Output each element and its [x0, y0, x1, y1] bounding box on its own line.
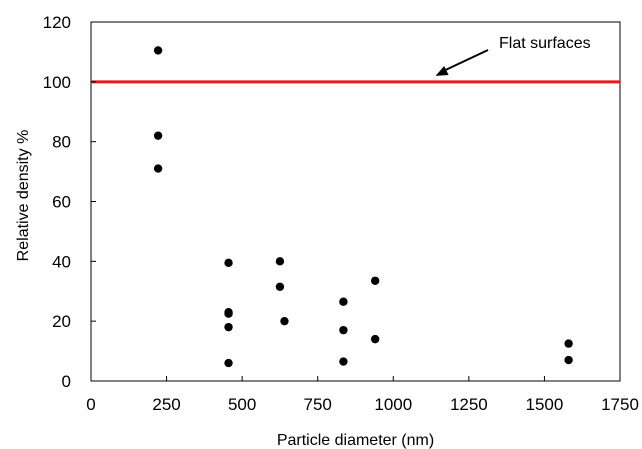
data-point [153, 164, 163, 173]
data-point [564, 339, 573, 348]
plot-border [90, 21, 621, 382]
y-tick-label: 20 [52, 312, 71, 331]
y-axis-title: Relative density % [15, 130, 32, 262]
y-axis: 0 20 40 60 80 100 120 [43, 13, 96, 391]
x-tick-label: 1750 [601, 395, 639, 414]
y-tick-label: 40 [52, 252, 71, 271]
data-point [339, 357, 348, 366]
y-tick-label: 0 [62, 372, 71, 391]
data-point [370, 334, 380, 344]
x-axis: 0 250 500 750 1000 1250 1500 1750 [86, 376, 639, 414]
y-tick-label: 80 [52, 133, 71, 152]
data-point [224, 258, 233, 268]
y-tick-label: 120 [43, 13, 71, 32]
x-tick-label: 1250 [450, 395, 488, 414]
data-point [224, 358, 233, 368]
data-point [275, 282, 285, 291]
data-point [275, 257, 285, 266]
x-tick-label: 1500 [526, 395, 564, 414]
x-tick-label: 750 [304, 395, 332, 414]
data-point [224, 309, 233, 318]
x-axis-title: Particle diameter (nm) [277, 432, 434, 449]
x-tick-label: 250 [152, 395, 180, 414]
x-tick-label: 500 [228, 395, 256, 414]
annotation-arrow-shaft [443, 49, 489, 72]
data-points [153, 46, 573, 368]
data-point [370, 276, 380, 285]
data-point [153, 131, 163, 140]
annotation-label: Flat surfaces [499, 35, 591, 52]
plot-area [90, 21, 621, 382]
data-point [224, 322, 233, 332]
x-tick-label: 0 [86, 395, 95, 414]
data-point [339, 297, 348, 306]
y-tick-label: 100 [43, 73, 71, 92]
data-point [153, 46, 163, 55]
annotation: Flat surfaces [435, 35, 591, 76]
data-point [564, 355, 573, 365]
data-point [339, 325, 348, 335]
x-tick-label: 1000 [374, 395, 412, 414]
y-tick-label: 60 [52, 193, 71, 212]
data-point [280, 316, 289, 326]
annotation-arrow-head [435, 66, 449, 76]
